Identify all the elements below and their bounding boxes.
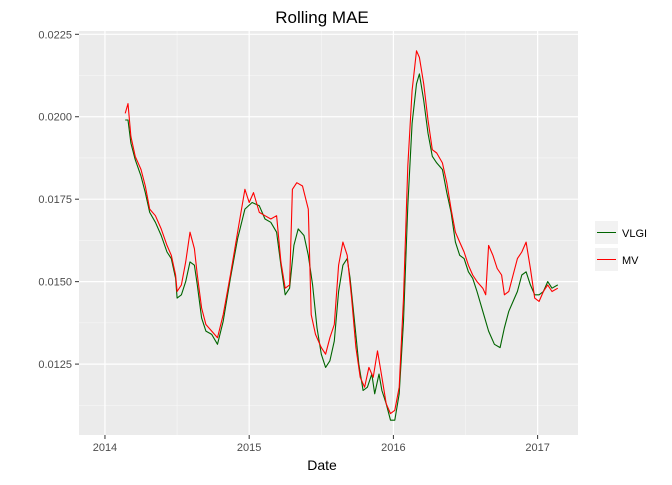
- minor-gridlines: [79, 31, 578, 435]
- major-gridlines: [79, 31, 578, 435]
- legend-label-mv: MV: [622, 255, 639, 267]
- x-tick-label: 2015: [237, 442, 261, 454]
- y-tick-label: 0.0175: [38, 194, 72, 206]
- legend: VLGI MV: [595, 221, 647, 271]
- x-tick-label: 2016: [381, 442, 405, 454]
- x-axis-title: Date: [307, 457, 337, 473]
- x-axis: 2014 2015 2016 2017: [93, 435, 550, 454]
- y-tick-label: 0.0125: [38, 359, 72, 371]
- x-tick-label: 2014: [93, 442, 117, 454]
- series-lines: [124, 50, 559, 421]
- y-tick-label: 0.0225: [38, 29, 72, 41]
- series-line-mv: [124, 50, 559, 415]
- x-tick-label: 2017: [525, 442, 549, 454]
- y-tick-label: 0.0200: [38, 112, 72, 124]
- chart-title: Rolling MAE: [275, 8, 369, 27]
- y-axis: 0.0125 0.0150 0.0175 0.0200 0.0225: [38, 29, 79, 371]
- y-tick-label: 0.0150: [38, 277, 72, 289]
- legend-label-vlgi: VLGI: [622, 228, 647, 240]
- plot-panel: [79, 31, 578, 435]
